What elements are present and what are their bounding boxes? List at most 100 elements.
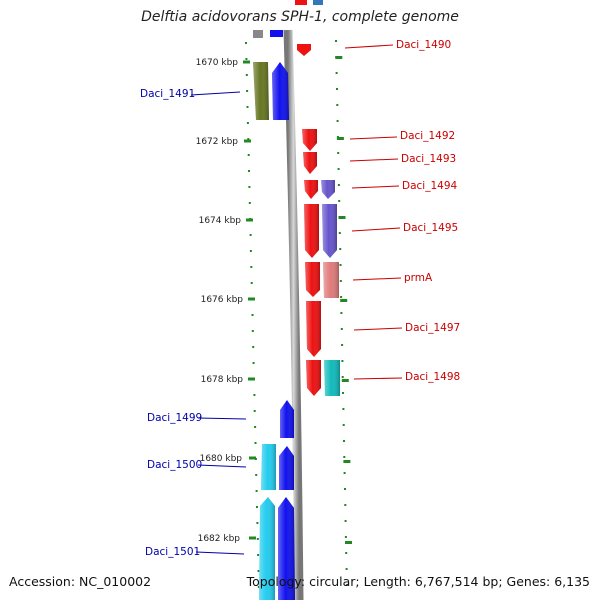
tick-1680: 1680 kbp — [200, 454, 256, 464]
gene-label-daci-1499[interactable]: Daci_1499 — [147, 412, 202, 424]
track-dot — [257, 586, 260, 588]
tick-label: 1676 kbp — [201, 295, 244, 305]
track-dot — [341, 344, 344, 346]
track-dot — [342, 424, 345, 426]
gene-label-daci-1501[interactable]: Daci_1501 — [145, 546, 200, 558]
track-dot — [338, 200, 341, 202]
gene-daci-1493[interactable]: Daci_1493 — [303, 152, 456, 174]
track-dot — [249, 250, 252, 252]
track-dot — [255, 474, 258, 476]
gene-daci-1500[interactable]: Daci_1500 — [147, 444, 294, 490]
tick-label: 1670 kbp — [196, 58, 239, 68]
gene-daci-1490[interactable]: Daci_1490 — [297, 39, 451, 56]
tick-1672: 1672 kbp — [196, 137, 251, 147]
track-dot — [245, 42, 247, 44]
track-dots — [245, 40, 352, 588]
track-dot — [246, 122, 249, 124]
track-dot — [343, 472, 346, 474]
track-dot — [336, 120, 339, 122]
track-dot — [337, 168, 340, 170]
track-dot — [339, 280, 342, 282]
tick-label: 1678 kbp — [201, 375, 244, 385]
track-major-tick — [340, 299, 348, 302]
genome-backbone-top-segment — [253, 30, 263, 38]
tick-label: 1680 kbp — [200, 454, 243, 464]
track-major-tick — [338, 216, 346, 219]
accession-text: Accession: NC_010002 — [9, 574, 152, 589]
gene-label-daci-1500[interactable]: Daci_1500 — [147, 459, 202, 471]
track-major-tick — [345, 541, 352, 544]
gene-label-daci-1492[interactable]: Daci_1492 — [400, 130, 455, 142]
track-dot — [337, 152, 340, 154]
track-major-tick — [336, 137, 344, 140]
track-dot — [256, 522, 259, 524]
track-dot — [257, 570, 260, 572]
gene-daci-1492[interactable]: Daci_1492 — [302, 129, 455, 151]
track-dot — [252, 362, 255, 364]
tick-label: 1682 kbp — [198, 534, 241, 544]
track-dot — [251, 330, 254, 332]
gene-prma[interactable]: prmA — [305, 262, 433, 298]
track-dot — [254, 442, 257, 444]
track-dot — [257, 554, 260, 556]
track-dot — [336, 88, 338, 90]
gene-label-prma[interactable]: prmA — [404, 272, 433, 284]
gene-daci-1494[interactable]: Daci_1494 — [304, 180, 458, 199]
gene-daci-1499[interactable]: Daci_1499 — [147, 400, 294, 438]
gene-label-daci-1491[interactable]: Daci_1491 — [140, 88, 195, 100]
gene-daci-1495[interactable]: Daci_1495 — [304, 204, 458, 258]
track-major-tick — [341, 379, 349, 382]
track-major-tick — [343, 460, 351, 463]
track-dot — [253, 410, 256, 412]
track-dot — [345, 584, 348, 586]
tick-label: 1674 kbp — [199, 216, 242, 226]
gene-label-daci-1494[interactable]: Daci_1494 — [402, 180, 458, 192]
tick-1678: 1678 kbp — [201, 375, 255, 385]
track-dot — [340, 312, 343, 314]
gene-label-daci-1493[interactable]: Daci_1493 — [401, 153, 456, 165]
track-dot — [250, 266, 253, 268]
track-dot — [246, 106, 249, 108]
gene-daci-1501[interactable]: Daci_1501 — [145, 497, 295, 600]
track-dot — [337, 184, 340, 186]
gene-label-daci-1495[interactable]: Daci_1495 — [403, 222, 458, 234]
track-dot — [344, 536, 347, 538]
track-dot — [246, 90, 249, 92]
tick-1682: 1682 kbp — [198, 534, 256, 544]
map-title: Delftia acidovorans SPH-1, complete geno… — [141, 9, 459, 25]
track-dot — [248, 202, 251, 204]
track-dot — [247, 138, 250, 140]
tick-1670: 1670 kbp — [196, 58, 250, 68]
track-dot — [340, 328, 343, 330]
track-dot — [344, 504, 347, 506]
genome-backbone — [283, 29, 304, 600]
gene-label-daci-1497[interactable]: Daci_1497 — [405, 322, 460, 334]
gene-daci-1491[interactable]: Daci_1491 — [140, 62, 289, 120]
track-dot — [248, 186, 251, 188]
track-dot — [344, 488, 346, 490]
track-dot — [336, 104, 339, 106]
track-dot — [338, 232, 341, 234]
tick-1676: 1676 kbp — [201, 295, 255, 305]
track-dot — [256, 538, 259, 540]
track-dot — [342, 392, 344, 394]
track-dot — [252, 346, 255, 348]
gene-partial-top-blue-reverse — [270, 30, 283, 37]
gene-partial-top-blue — [313, 0, 323, 5]
track-dot — [345, 552, 348, 554]
gene-daci-1497[interactable]: Daci_1497 — [306, 301, 460, 357]
track-major-tick — [335, 56, 343, 59]
track-dot — [343, 440, 345, 442]
tick-1674: 1674 kbp — [199, 216, 253, 226]
track-dot — [339, 264, 342, 266]
gene-label-daci-1498[interactable]: Daci_1498 — [405, 371, 460, 383]
gene-label-daci-1490[interactable]: Daci_1490 — [396, 39, 451, 51]
gene-partial-top-red — [295, 0, 307, 5]
track-dot — [335, 40, 337, 42]
track-dot — [335, 72, 338, 74]
track-dot — [245, 58, 248, 60]
track-dot — [341, 376, 344, 378]
gene-daci-1498[interactable]: Daci_1498 — [306, 360, 460, 396]
topology-text: Topology: circular; Length: 6,767,514 bp… — [246, 574, 590, 589]
